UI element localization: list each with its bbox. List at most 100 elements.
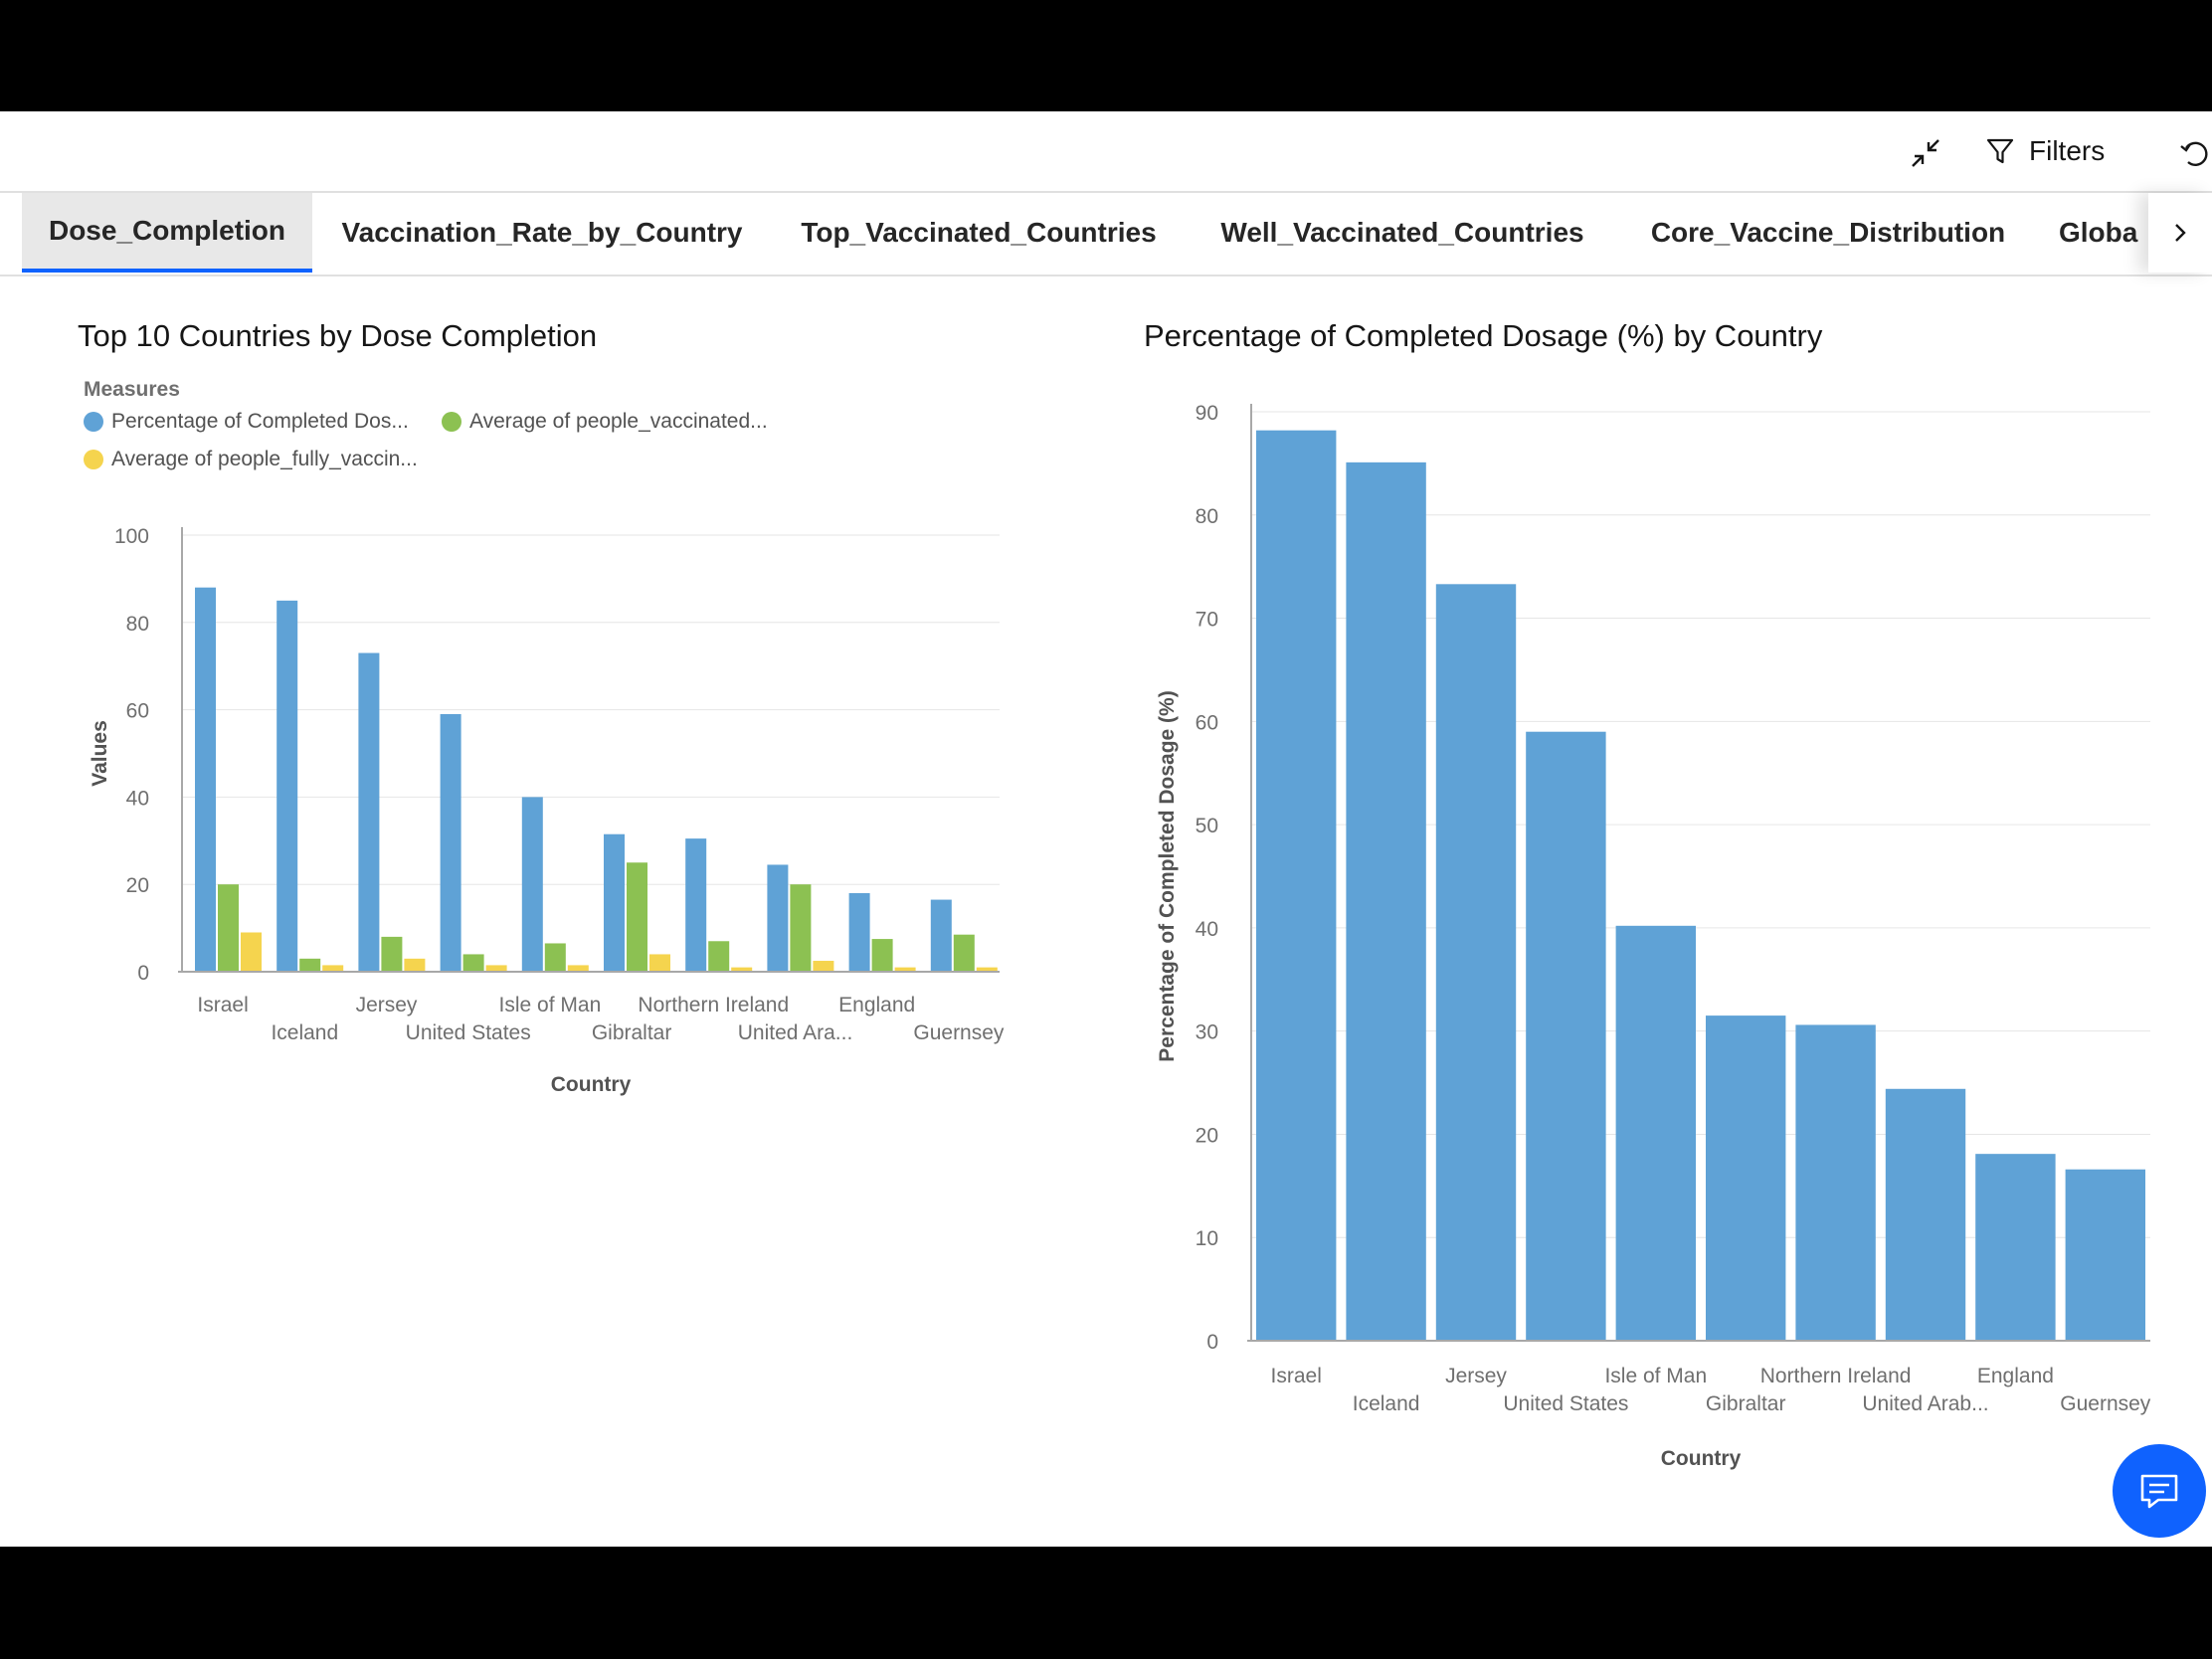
bar-israel-s0 bbox=[195, 587, 216, 972]
bar-united-arab-s0 bbox=[1885, 1088, 1966, 1341]
tab-scroll-right-button[interactable] bbox=[2148, 193, 2212, 273]
bar-gibraltar-s1 bbox=[627, 862, 647, 972]
chart2-plot: 0 10 20 30 40 50 60 70 80 90 Israel Iceland Jersey Un… bbox=[1156, 402, 2151, 1470]
bar-united-ara-s1 bbox=[790, 884, 812, 972]
y-axis-title: Percentage of Completed Dosage (%) bbox=[1156, 690, 1179, 1061]
legend-dot-green bbox=[442, 412, 461, 432]
x-tick-label-isle-of-man: Isle of Man bbox=[499, 994, 602, 1016]
y-tick-label: 70 bbox=[1196, 609, 1218, 632]
y-tick-label: 20 bbox=[126, 874, 149, 897]
y-tick-label: 40 bbox=[1196, 918, 1218, 941]
y-tick-label: 0 bbox=[137, 962, 149, 985]
bar-northern-ireland-s2 bbox=[731, 967, 753, 972]
bar-israel-s1 bbox=[218, 884, 239, 972]
bar-iceland-s0 bbox=[1346, 461, 1426, 1342]
filters-label: Filters bbox=[2029, 135, 2106, 166]
tab-dose-completion[interactable]: Dose_Completion bbox=[22, 193, 312, 273]
collapse-icon bbox=[1912, 139, 1939, 167]
x-tick-label-england: England bbox=[1977, 1365, 2054, 1387]
y-tick-label: 80 bbox=[1196, 505, 1218, 528]
tab-top-vaccinated-countries[interactable]: Top_Vaccinated_Countries bbox=[801, 217, 1157, 248]
x-axis-title: Country bbox=[551, 1073, 632, 1096]
tab-vaccination-rate-by-country[interactable]: Vaccination_Rate_by_Country bbox=[341, 217, 743, 248]
x-tick-label-iceland: Iceland bbox=[271, 1021, 338, 1044]
bar-jersey-s2 bbox=[404, 958, 426, 972]
bar-united-states-s2 bbox=[485, 965, 507, 972]
bar-northern-ireland-s0 bbox=[1795, 1024, 1876, 1341]
y-tick-label: 30 bbox=[1196, 1021, 1218, 1044]
collapse-button[interactable] bbox=[1906, 133, 1945, 173]
y-tick-label: 40 bbox=[126, 787, 149, 810]
bar-gibraltar-s2 bbox=[649, 954, 670, 972]
filter-icon bbox=[1986, 138, 2014, 164]
legend-label: Average of people_vaccinated... bbox=[469, 410, 768, 433]
chart1-legend-title: Measures bbox=[84, 378, 180, 401]
bar-iceland-s2 bbox=[322, 965, 344, 972]
chevron-right-icon bbox=[2175, 224, 2186, 242]
bar-northern-ireland-s0 bbox=[685, 838, 707, 972]
x-tick-label-northern-ireland: Northern Ireland bbox=[638, 994, 789, 1016]
bar-guernsey-s2 bbox=[976, 967, 998, 972]
bar-england-s2 bbox=[894, 967, 916, 972]
bar-united-ara-s0 bbox=[767, 864, 789, 972]
y-tick-label: 50 bbox=[1196, 815, 1218, 837]
x-tick-label-israel: Israel bbox=[197, 994, 248, 1016]
y-axis-title: Values bbox=[89, 720, 111, 787]
bar-england-s1 bbox=[871, 939, 893, 972]
x-tick-label-guernsey: Guernsey bbox=[913, 1021, 1005, 1044]
reset-icon bbox=[2180, 141, 2208, 166]
bar-northern-ireland-s1 bbox=[708, 941, 730, 972]
tab-core-vaccine-distribution[interactable]: Core_Vaccine_Distribution bbox=[1650, 217, 2006, 248]
bar-israel-s2 bbox=[241, 932, 262, 972]
bar-isle-of-man-s2 bbox=[567, 965, 589, 972]
bar-jersey-s0 bbox=[1435, 584, 1517, 1341]
bar-jersey-s1 bbox=[381, 936, 403, 972]
x-tick-label-united-arab: United Arab... bbox=[1862, 1392, 1988, 1415]
legend-label: Percentage of Completed Dos... bbox=[111, 410, 409, 433]
bar-isle-of-man-s0 bbox=[1615, 925, 1696, 1341]
tab-well-vaccinated-countries[interactable]: Well_Vaccinated_Countries bbox=[1220, 217, 1584, 248]
bar-united-states-s0 bbox=[440, 713, 461, 972]
toolbar: Filters bbox=[0, 111, 2212, 193]
x-tick-label-jersey: Jersey bbox=[1445, 1365, 1507, 1387]
legend-dot-yellow bbox=[84, 450, 103, 469]
dashboard-app: Filters Dose_Completion Vaccination_Rate… bbox=[0, 111, 2212, 1547]
filters-button[interactable]: Filters bbox=[1985, 129, 2105, 173]
legend-label: Average of people_fully_vaccin... bbox=[111, 448, 418, 470]
legend-item-people-fully-vaccinated[interactable]: Average of people_fully_vaccin... bbox=[84, 448, 418, 471]
bar-iceland-s0 bbox=[276, 600, 298, 972]
y-tick-label: 0 bbox=[1206, 1331, 1218, 1354]
x-tick-label-northern-ireland: Northern Ireland bbox=[1760, 1365, 1912, 1387]
reset-button[interactable] bbox=[2178, 133, 2212, 173]
y-tick-label: 20 bbox=[1196, 1124, 1218, 1147]
x-tick-label-gibraltar: Gibraltar bbox=[1706, 1392, 1786, 1415]
bar-england-s0 bbox=[1975, 1154, 2056, 1341]
bar-united-states-s1 bbox=[462, 954, 484, 972]
x-tick-label-israel: Israel bbox=[1271, 1365, 1322, 1387]
chat-icon bbox=[2140, 1474, 2178, 1509]
y-tick-label: 90 bbox=[1196, 402, 1218, 425]
bar-israel-s0 bbox=[1256, 430, 1337, 1341]
tab-bar: Dose_Completion Vaccination_Rate_by_Coun… bbox=[0, 193, 2212, 276]
bar-united-states-s0 bbox=[1526, 731, 1606, 1341]
y-tick-label: 10 bbox=[1196, 1227, 1218, 1250]
legend-item-people-vaccinated[interactable]: Average of people_vaccinated... bbox=[442, 410, 768, 434]
y-tick-label: 60 bbox=[126, 700, 149, 723]
chat-button[interactable] bbox=[2113, 1444, 2206, 1538]
bar-united-ara-s2 bbox=[813, 961, 834, 972]
y-tick-label: 60 bbox=[1196, 711, 1218, 734]
legend-item-completed-dosage[interactable]: Percentage of Completed Dos... bbox=[84, 410, 409, 434]
bar-jersey-s0 bbox=[358, 652, 380, 972]
bar-guernsey-s1 bbox=[953, 934, 975, 972]
bar-guernsey-s0 bbox=[2065, 1169, 2145, 1341]
tab-globa[interactable]: Globa bbox=[2059, 217, 2138, 248]
chart1-title: Top 10 Countries by Dose Completion bbox=[78, 318, 598, 353]
chart1-plot: 0 20 40 60 80 100 Israel Iceland Jersey United St… bbox=[89, 525, 1005, 1096]
x-tick-label-england: England bbox=[838, 994, 915, 1016]
chart2-title: Percentage of Completed Dosage (%) by Co… bbox=[1144, 318, 1823, 353]
bar-iceland-s1 bbox=[299, 958, 321, 972]
x-tick-label-iceland: Iceland bbox=[1353, 1392, 1420, 1415]
x-tick-label-united-states: United States bbox=[1503, 1392, 1628, 1415]
bar-isle-of-man-s1 bbox=[544, 943, 566, 972]
legend-dot-blue bbox=[84, 412, 103, 432]
